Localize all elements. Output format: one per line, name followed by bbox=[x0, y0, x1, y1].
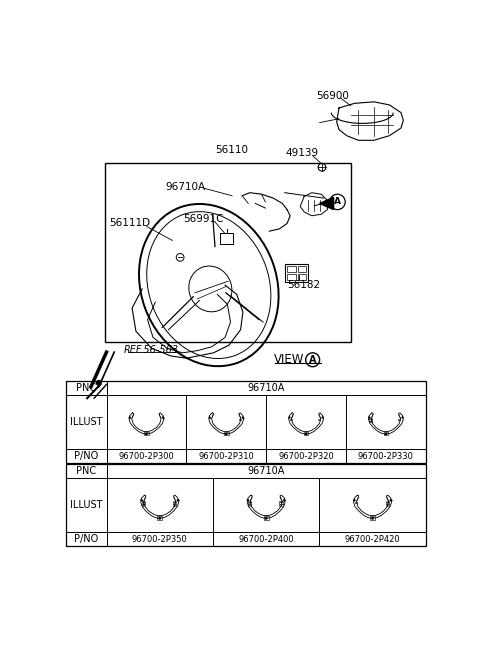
Circle shape bbox=[305, 434, 307, 435]
Circle shape bbox=[289, 417, 290, 418]
Bar bbox=[175, 502, 176, 504]
Bar bbox=[279, 502, 281, 504]
Bar bbox=[173, 502, 174, 504]
Bar bbox=[387, 504, 389, 506]
Text: VIEW: VIEW bbox=[274, 354, 304, 366]
Text: ILLUST: ILLUST bbox=[70, 501, 103, 510]
Text: 56182: 56182 bbox=[288, 280, 321, 290]
Text: P/NO: P/NO bbox=[74, 451, 98, 461]
Circle shape bbox=[402, 417, 403, 418]
Text: 56111D: 56111D bbox=[109, 218, 150, 228]
Circle shape bbox=[265, 518, 267, 519]
Bar bbox=[250, 504, 251, 506]
Text: PNC: PNC bbox=[76, 383, 96, 393]
Circle shape bbox=[129, 417, 130, 418]
Bar bbox=[250, 502, 251, 504]
Circle shape bbox=[247, 500, 249, 501]
Bar bbox=[220, 233, 233, 243]
Bar bbox=[386, 502, 387, 504]
Circle shape bbox=[284, 500, 285, 501]
Bar bbox=[387, 501, 389, 502]
Bar bbox=[279, 501, 281, 502]
Circle shape bbox=[242, 417, 243, 418]
Text: 56900: 56900 bbox=[316, 91, 349, 100]
Bar bbox=[175, 501, 176, 502]
Bar bbox=[290, 419, 292, 420]
Circle shape bbox=[178, 500, 179, 501]
Text: 56110: 56110 bbox=[216, 146, 249, 155]
Bar bbox=[173, 501, 174, 502]
Bar bbox=[281, 502, 283, 504]
Text: 56991C: 56991C bbox=[183, 214, 224, 224]
Text: 96710A: 96710A bbox=[166, 182, 205, 192]
Circle shape bbox=[385, 434, 386, 435]
Bar bbox=[173, 504, 174, 506]
Bar bbox=[248, 502, 250, 504]
Text: 49139: 49139 bbox=[285, 148, 318, 158]
Bar bbox=[144, 502, 145, 504]
Bar bbox=[371, 421, 372, 422]
Bar bbox=[285, 264, 308, 282]
Bar bbox=[142, 504, 143, 506]
Text: 96700-2P400: 96700-2P400 bbox=[239, 535, 294, 544]
Bar bbox=[66, 381, 426, 463]
Bar bbox=[387, 502, 389, 504]
Bar bbox=[287, 266, 296, 272]
Bar bbox=[142, 501, 143, 502]
Text: 96700-2P350: 96700-2P350 bbox=[132, 535, 188, 544]
Bar bbox=[355, 502, 357, 504]
Bar bbox=[239, 419, 240, 420]
Bar bbox=[371, 418, 372, 419]
Text: 96700-2P300: 96700-2P300 bbox=[119, 451, 174, 461]
Bar bbox=[279, 504, 281, 506]
Bar bbox=[144, 504, 145, 506]
Bar bbox=[371, 419, 372, 420]
Bar bbox=[250, 501, 251, 502]
Bar bbox=[105, 163, 351, 342]
Circle shape bbox=[209, 417, 210, 418]
Bar bbox=[369, 419, 371, 420]
Bar bbox=[287, 274, 296, 279]
Circle shape bbox=[372, 518, 373, 519]
Bar bbox=[281, 504, 283, 506]
Bar bbox=[386, 504, 387, 506]
Circle shape bbox=[96, 380, 101, 385]
Bar bbox=[298, 274, 306, 279]
Text: PNC: PNC bbox=[76, 466, 96, 476]
Text: ILLUST: ILLUST bbox=[70, 417, 103, 427]
Bar bbox=[398, 419, 400, 420]
Circle shape bbox=[141, 500, 142, 501]
Text: 96700-2P330: 96700-2P330 bbox=[358, 451, 414, 461]
Bar bbox=[369, 421, 371, 422]
Text: 96700-2P420: 96700-2P420 bbox=[345, 535, 400, 544]
Bar bbox=[369, 418, 371, 419]
Bar bbox=[66, 464, 426, 546]
Text: REF.56-563: REF.56-563 bbox=[124, 345, 179, 355]
Bar bbox=[142, 502, 143, 504]
Circle shape bbox=[163, 417, 164, 418]
Circle shape bbox=[146, 434, 147, 435]
Text: A: A bbox=[309, 355, 316, 365]
Circle shape bbox=[159, 518, 160, 519]
Text: 96700-2P320: 96700-2P320 bbox=[278, 451, 334, 461]
Circle shape bbox=[354, 500, 355, 501]
Circle shape bbox=[390, 500, 391, 501]
Text: 96710A: 96710A bbox=[248, 383, 285, 393]
Circle shape bbox=[369, 417, 370, 418]
Text: A: A bbox=[334, 197, 341, 207]
Bar bbox=[281, 501, 283, 502]
Text: 96710A: 96710A bbox=[248, 466, 285, 476]
Polygon shape bbox=[320, 197, 334, 210]
Bar bbox=[144, 501, 145, 502]
Bar bbox=[248, 501, 250, 502]
Text: P/NO: P/NO bbox=[74, 534, 98, 544]
Bar bbox=[298, 266, 306, 272]
Circle shape bbox=[226, 434, 227, 435]
Bar bbox=[248, 504, 250, 506]
Bar bbox=[318, 419, 320, 420]
Circle shape bbox=[322, 417, 323, 418]
Bar bbox=[386, 501, 387, 502]
Bar bbox=[175, 504, 176, 506]
Text: 96700-2P310: 96700-2P310 bbox=[198, 451, 254, 461]
